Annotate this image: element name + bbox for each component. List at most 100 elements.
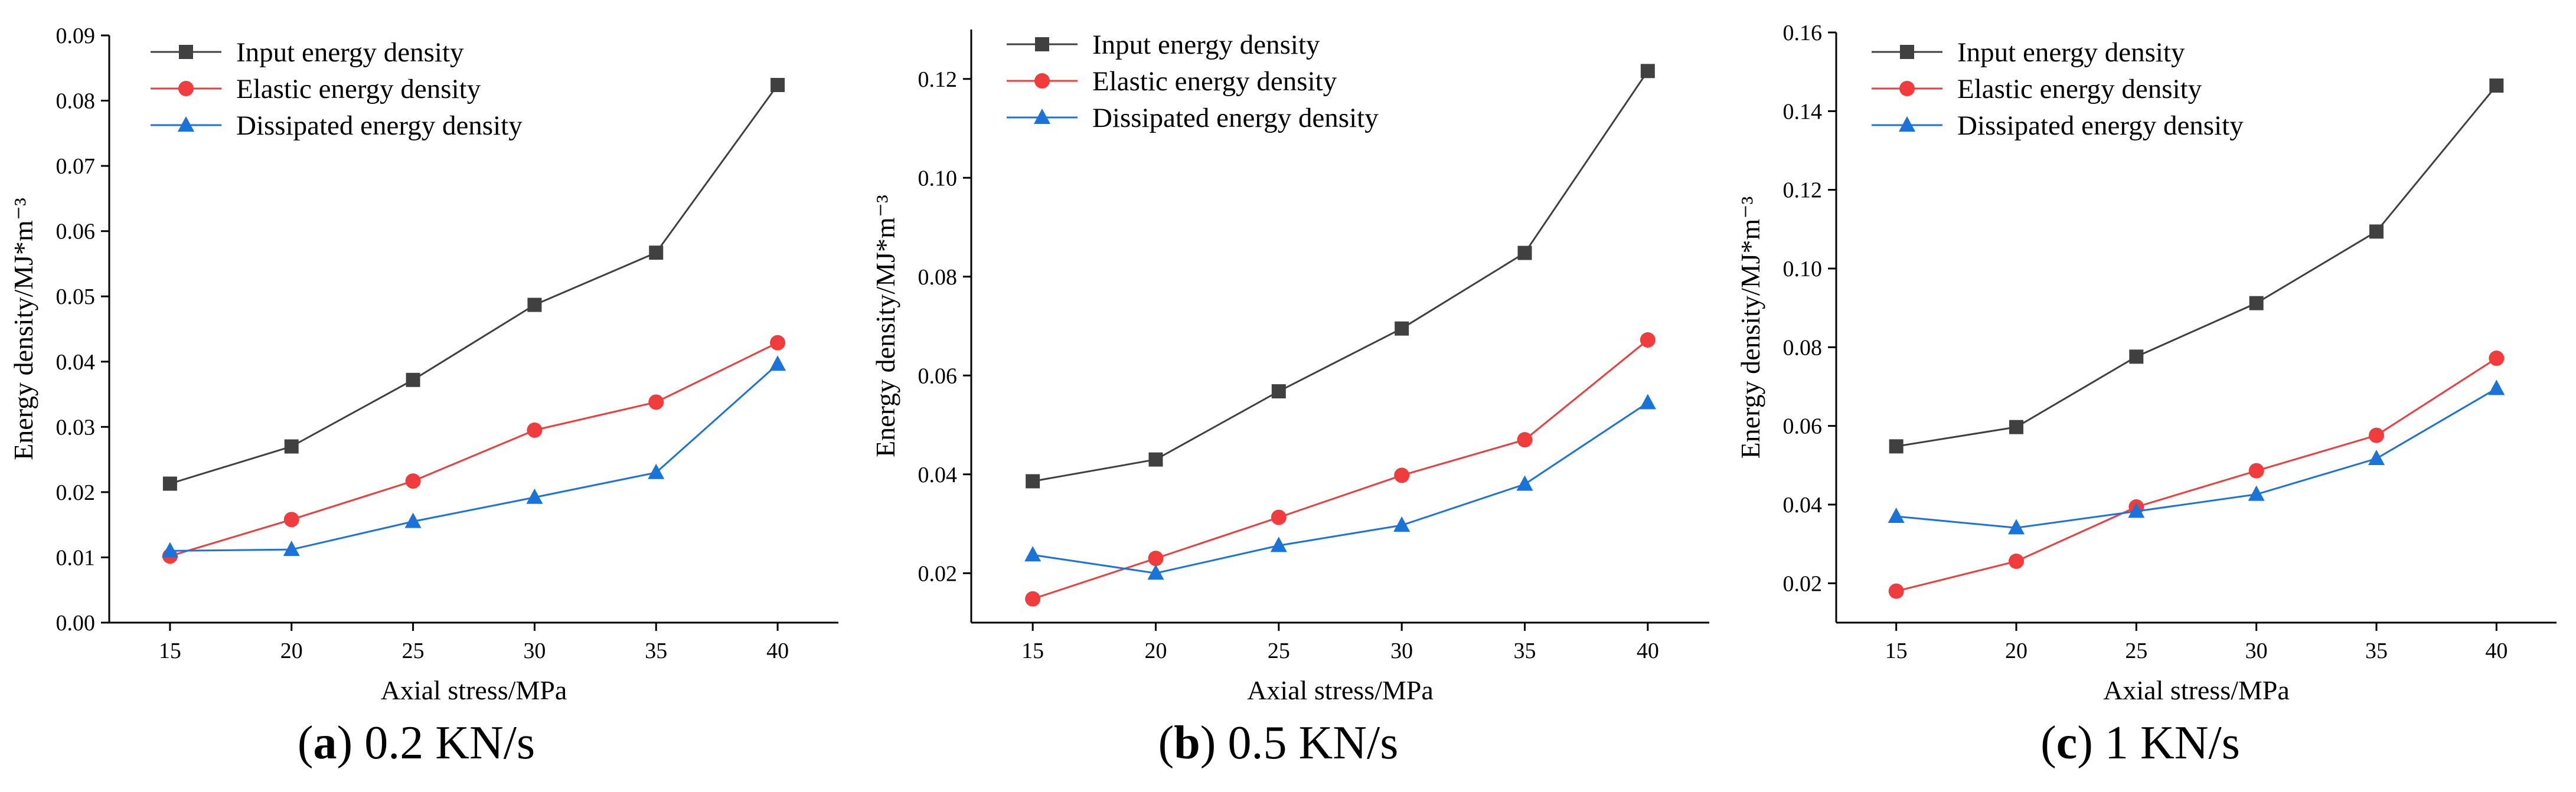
x-tick-label: 25 bbox=[2125, 639, 2147, 663]
data-point-elastic bbox=[1148, 551, 1164, 567]
y-axis-title: Energy density/MJ*m⁻³ bbox=[1735, 197, 1765, 459]
data-point-elastic bbox=[1394, 467, 1410, 483]
legend-marker-input bbox=[1035, 37, 1049, 51]
data-point-elastic bbox=[648, 394, 664, 410]
y-tick-label: 0.12 bbox=[1783, 178, 1823, 203]
y-tick-label: 0.07 bbox=[56, 154, 96, 179]
legend-marker-dissipated bbox=[1034, 109, 1050, 124]
data-point-dissipated bbox=[526, 488, 543, 504]
y-tick-label: 0.01 bbox=[56, 545, 96, 570]
panel-caption: (a) 0.2 KN/s bbox=[298, 717, 535, 769]
y-tick-label: 0.03 bbox=[56, 415, 96, 440]
data-point-elastic bbox=[1271, 509, 1287, 525]
data-point-input bbox=[1889, 439, 1904, 454]
legend-marker-elastic bbox=[178, 81, 194, 96]
legend-label-input: Input energy density bbox=[236, 37, 464, 68]
y-tick-label: 0.02 bbox=[56, 480, 96, 505]
y-tick-label: 0.04 bbox=[1783, 493, 1823, 518]
legend-label-dissipated: Dissipated energy density bbox=[236, 110, 523, 141]
data-point-input bbox=[1640, 64, 1655, 78]
chart-panel-0: 0.00 0.01 0.02 0.03 0.04 0.05 0.06 0.07 0.08 0.09… bbox=[8, 24, 838, 769]
data-point-elastic bbox=[1888, 583, 1904, 599]
data-point-elastic bbox=[2248, 463, 2264, 479]
series-line-elastic bbox=[169, 342, 778, 557]
series-line-input bbox=[1896, 85, 2497, 447]
data-point-dissipated bbox=[1393, 516, 1411, 532]
data-point-elastic bbox=[770, 335, 786, 351]
x-tick-label: 15 bbox=[1021, 639, 1044, 663]
y-tick-label: 0.02 bbox=[918, 561, 958, 586]
y-tick-label: 0.12 bbox=[918, 67, 958, 92]
data-point-elastic bbox=[1517, 432, 1533, 448]
legend-label-elastic: Elastic energy density bbox=[1092, 66, 1337, 97]
x-tick-label: 15 bbox=[159, 639, 181, 663]
data-point-dissipated bbox=[1516, 475, 1533, 491]
x-axis-title: Axial stress/MPa bbox=[1247, 675, 1434, 705]
series-line-elastic bbox=[1032, 339, 1648, 600]
y-tick-label: 0.08 bbox=[918, 265, 958, 290]
legend-marker-dissipated bbox=[178, 116, 194, 132]
data-point-input bbox=[2129, 349, 2144, 364]
legend-label-elastic: Elastic energy density bbox=[1957, 74, 2202, 104]
data-point-dissipated bbox=[283, 541, 300, 557]
x-tick-label: 20 bbox=[2005, 639, 2028, 663]
series-line-input bbox=[169, 84, 779, 485]
data-point-input bbox=[1026, 474, 1040, 489]
data-point-dissipated bbox=[648, 463, 665, 479]
y-tick-label: 0.00 bbox=[56, 611, 96, 636]
data-point-input bbox=[2009, 420, 2023, 434]
legend-label-dissipated: Dissipated energy density bbox=[1092, 103, 1379, 133]
x-tick-label: 40 bbox=[1637, 639, 1659, 663]
panel-caption: (c) 1 KN/s bbox=[2040, 717, 2240, 769]
legend-label-input: Input energy density bbox=[1092, 30, 1320, 60]
data-point-dissipated bbox=[2368, 450, 2385, 465]
data-point-input bbox=[2249, 296, 2264, 310]
legend-marker-input bbox=[1900, 45, 1914, 59]
y-tick-label: 0.06 bbox=[56, 220, 96, 244]
y-axis-title: Energy density/MJ*m⁻³ bbox=[870, 195, 900, 457]
x-tick-label: 35 bbox=[1514, 639, 1536, 663]
legend: Input energy density Elastic energy densi… bbox=[151, 37, 523, 141]
x-tick-label: 15 bbox=[1885, 639, 1908, 663]
x-axis-title: Axial stress/MPa bbox=[2103, 675, 2290, 705]
y-tick-label: 0.10 bbox=[918, 166, 958, 191]
series-line-dissipated bbox=[169, 364, 779, 552]
panel-caption: (b) 0.5 KN/s bbox=[1158, 717, 1399, 769]
y-tick-label: 0.08 bbox=[56, 89, 96, 114]
data-point-dissipated bbox=[769, 355, 786, 371]
legend-marker-dissipated bbox=[1899, 116, 1915, 132]
legend: Input energy density Elastic energy densi… bbox=[1872, 37, 2244, 141]
series-line-dissipated bbox=[1032, 402, 1648, 574]
data-point-input bbox=[2489, 78, 2504, 93]
data-point-elastic bbox=[405, 473, 421, 489]
x-tick-label: 30 bbox=[523, 639, 546, 663]
chart-panel-2: 0.02 0.04 0.06 0.08 0.10 0.12 0.14 0.16 15 20 25 30… bbox=[1735, 21, 2557, 769]
data-point-dissipated bbox=[2248, 485, 2265, 501]
x-tick-label: 30 bbox=[1390, 639, 1413, 663]
data-point-dissipated bbox=[404, 512, 422, 528]
data-point-elastic bbox=[2009, 554, 2024, 569]
data-point-input bbox=[284, 439, 299, 454]
y-tick-label: 0.04 bbox=[56, 350, 96, 375]
legend-label-input: Input energy density bbox=[1957, 37, 2185, 68]
data-point-elastic bbox=[527, 422, 543, 438]
data-point-input bbox=[2369, 224, 2384, 239]
data-point-dissipated bbox=[161, 542, 178, 558]
legend-marker-elastic bbox=[1034, 73, 1050, 89]
y-tick-label: 0.06 bbox=[1783, 414, 1823, 439]
series-line-input bbox=[1032, 70, 1649, 482]
data-point-elastic bbox=[283, 512, 299, 528]
x-tick-label: 35 bbox=[2365, 639, 2388, 663]
data-point-input bbox=[649, 246, 664, 260]
data-point-dissipated bbox=[2008, 519, 2025, 535]
data-point-elastic bbox=[1025, 591, 1041, 607]
data-point-elastic bbox=[2369, 427, 2384, 443]
data-point-dissipated bbox=[1147, 564, 1164, 580]
y-tick-label: 0.04 bbox=[918, 463, 958, 487]
legend: Input energy density Elastic energy densi… bbox=[1007, 30, 1379, 133]
y-tick-label: 0.06 bbox=[918, 364, 958, 388]
data-point-input bbox=[1271, 384, 1286, 399]
series-line-dissipated bbox=[1896, 388, 2497, 529]
y-tick-label: 0.09 bbox=[56, 24, 96, 48]
legend-label-dissipated: Dissipated energy density bbox=[1957, 110, 2244, 141]
